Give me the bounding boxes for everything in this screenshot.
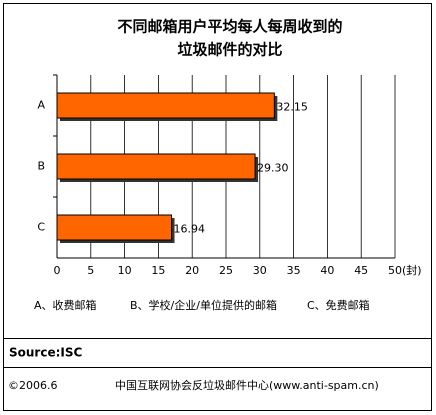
x-tick-label: 10 — [118, 264, 132, 277]
date: ©2006.6 — [8, 379, 58, 392]
note: A、收费邮箱 — [34, 298, 97, 312]
y-tick-label: A — [37, 99, 45, 112]
x-tick-label: 40 — [320, 264, 334, 277]
note: B、学校/企业/单位提供的邮箱 — [130, 298, 277, 312]
x-axis-label: (封) — [402, 263, 422, 277]
x-tick-label: 0 — [54, 264, 61, 277]
x-tick-label: 20 — [185, 264, 199, 277]
chart-title: 不同邮箱用户平均每人每周收到的 — [117, 18, 342, 36]
value-label: 29.30 — [257, 162, 289, 175]
y-tick-label: C — [37, 221, 45, 234]
x-tick-label: 30 — [253, 264, 267, 277]
x-tick-label: 15 — [151, 264, 165, 277]
x-tick-label: 35 — [287, 264, 301, 277]
x-tick-label: 50 — [388, 264, 402, 277]
publisher: 中国互联网协会反垃圾邮件中心(www.anti-spam.cn) — [115, 378, 379, 392]
value-label: 16.94 — [174, 223, 206, 236]
x-tick-label: 5 — [87, 264, 94, 277]
note: C、免费邮箱 — [307, 298, 370, 312]
x-tick-label: 45 — [354, 264, 368, 277]
x-tick-label: 25 — [219, 264, 233, 277]
value-label: 32.15 — [276, 101, 308, 114]
y-tick-label: B — [37, 160, 45, 173]
source: Source:ISC — [9, 346, 83, 360]
frame — [3, 3, 432, 411]
bar — [56, 92, 275, 119]
bar — [56, 153, 256, 180]
chart-title: 垃圾邮件的对比 — [177, 41, 282, 59]
bar — [56, 214, 173, 241]
